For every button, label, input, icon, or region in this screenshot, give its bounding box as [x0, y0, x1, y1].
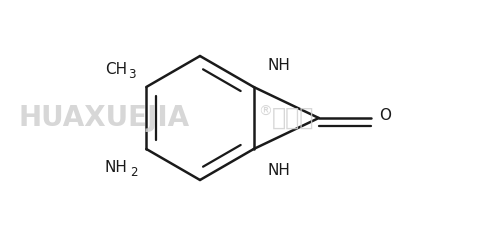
Text: 化学加: 化学加	[272, 106, 314, 130]
Text: NH: NH	[105, 160, 128, 174]
Text: ®: ®	[258, 105, 272, 119]
Text: NH: NH	[268, 58, 291, 73]
Text: NH: NH	[268, 163, 291, 178]
Text: CH: CH	[105, 61, 127, 77]
Text: 3: 3	[129, 68, 136, 82]
Text: 2: 2	[131, 167, 138, 180]
Text: O: O	[379, 108, 391, 124]
Text: HUAXUEJIA: HUAXUEJIA	[18, 104, 189, 132]
